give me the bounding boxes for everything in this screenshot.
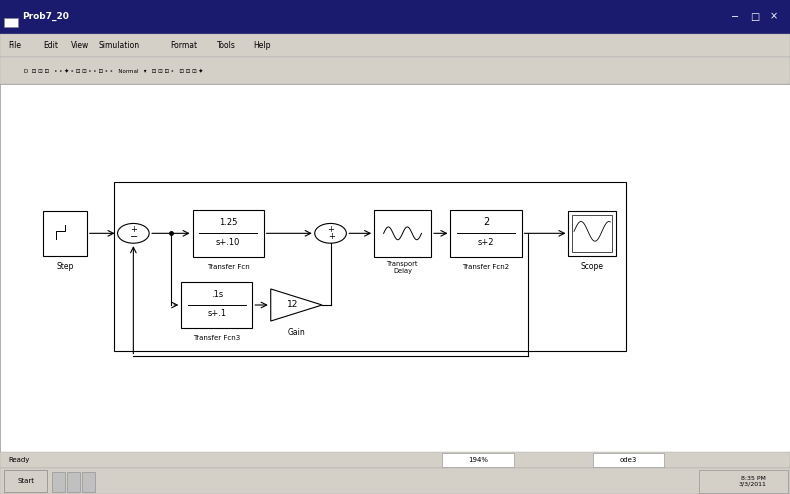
Text: s+2: s+2 — [478, 238, 495, 247]
Text: Start: Start — [17, 478, 35, 484]
Text: Edit: Edit — [43, 41, 58, 50]
Text: Transfer Fcn2: Transfer Fcn2 — [462, 264, 510, 270]
Text: 1.25: 1.25 — [219, 218, 237, 227]
FancyBboxPatch shape — [374, 210, 431, 257]
Text: Help: Help — [253, 41, 270, 50]
Text: Prob7_20: Prob7_20 — [22, 12, 69, 21]
Text: Transfer Fcn3: Transfer Fcn3 — [193, 335, 240, 341]
FancyBboxPatch shape — [181, 282, 252, 329]
FancyBboxPatch shape — [4, 470, 47, 492]
FancyBboxPatch shape — [0, 34, 790, 57]
FancyBboxPatch shape — [0, 0, 790, 34]
Text: Tools: Tools — [217, 41, 236, 50]
Bar — [115, 182, 626, 351]
Text: View: View — [71, 41, 89, 50]
FancyBboxPatch shape — [0, 57, 790, 84]
Text: s+.1: s+.1 — [207, 309, 227, 319]
Polygon shape — [271, 289, 322, 321]
Text: +: + — [328, 232, 335, 241]
Text: 8:35 PM
3/3/2011: 8:35 PM 3/3/2011 — [739, 476, 766, 487]
Text: Format: Format — [170, 41, 197, 50]
FancyBboxPatch shape — [0, 452, 790, 468]
Circle shape — [118, 223, 149, 243]
FancyBboxPatch shape — [573, 215, 612, 251]
Text: □: □ — [750, 12, 759, 22]
Text: .1s: .1s — [211, 289, 223, 299]
Text: Gain: Gain — [288, 328, 305, 337]
FancyBboxPatch shape — [193, 210, 264, 257]
Text: File: File — [8, 41, 21, 50]
FancyBboxPatch shape — [0, 84, 790, 452]
Text: Simulation: Simulation — [99, 41, 140, 50]
Text: Transport: Transport — [387, 261, 419, 267]
Text: ode3: ode3 — [619, 457, 637, 463]
FancyBboxPatch shape — [82, 472, 95, 492]
Text: Step: Step — [56, 262, 73, 272]
FancyBboxPatch shape — [569, 211, 616, 255]
FancyBboxPatch shape — [450, 210, 521, 257]
Text: Transfer Fcn: Transfer Fcn — [207, 264, 250, 270]
Text: 2: 2 — [483, 217, 489, 227]
FancyBboxPatch shape — [442, 453, 514, 467]
Text: Scope: Scope — [581, 262, 604, 272]
Text: D  ⊡ ⊡ ⊡   ‣ ‣ ✦ ‣ ⊡ ⊡ ‣ ‣ ⊡ ‣ ‣   Normal   ▾   ⊡ ⊡ ⊡ ‣   ⊡ ⊡ ⊡ ✦: D ⊡ ⊡ ⊡ ‣ ‣ ✦ ‣ ⊡ ⊡ ‣ ‣ ⊡ ‣ ‣ Normal ▾ ⊡… — [24, 68, 203, 74]
FancyBboxPatch shape — [52, 472, 65, 492]
Text: 12: 12 — [287, 300, 298, 310]
FancyBboxPatch shape — [592, 453, 664, 467]
FancyBboxPatch shape — [43, 211, 87, 255]
FancyBboxPatch shape — [67, 472, 80, 492]
Text: −: − — [130, 232, 138, 242]
Text: s+.10: s+.10 — [216, 238, 240, 247]
Text: +: + — [130, 225, 137, 234]
Text: Delay: Delay — [393, 268, 412, 274]
FancyBboxPatch shape — [4, 18, 18, 27]
Circle shape — [314, 223, 346, 243]
Text: 194%: 194% — [468, 457, 488, 463]
Text: −: − — [731, 12, 739, 22]
FancyBboxPatch shape — [0, 468, 790, 494]
Text: Ready: Ready — [8, 457, 29, 463]
Text: ×: × — [770, 12, 778, 22]
Text: +: + — [327, 225, 334, 234]
FancyBboxPatch shape — [699, 470, 788, 493]
